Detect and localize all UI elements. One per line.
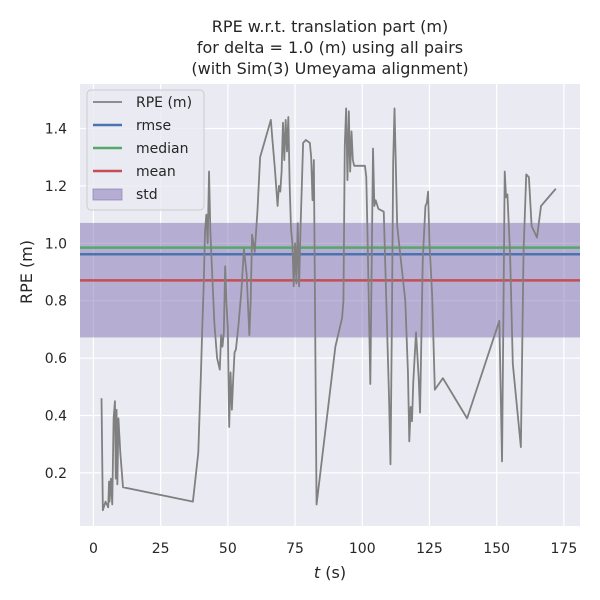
title-line-3: (with Sim(3) Umeyama alignment) xyxy=(191,59,468,78)
legend-label-median: median xyxy=(136,141,188,157)
y-tick-label: 1.2 xyxy=(45,179,67,195)
y-tick-label: 1.0 xyxy=(45,236,67,252)
y-tick-label: 0.4 xyxy=(45,409,67,425)
y-tick-label: 0.8 xyxy=(45,294,67,310)
legend-box xyxy=(86,89,205,211)
series-layer xyxy=(100,107,557,512)
legend-label-rpe: RPE (m) xyxy=(136,95,192,111)
legend-label-mean: mean xyxy=(136,164,176,180)
legend-label-std: std xyxy=(136,187,158,203)
x-tick-label: 150 xyxy=(483,541,510,557)
legend: RPE (m) rmse median mean std xyxy=(86,89,205,211)
y-tick-label: 0.2 xyxy=(45,466,67,482)
grid-lines xyxy=(80,84,580,526)
y-axis-label: RPE (m) xyxy=(17,240,36,304)
x-tick-label: 25 xyxy=(152,541,170,557)
y-tick-label: 1.4 xyxy=(45,121,67,137)
y-tick-label: 0.6 xyxy=(45,351,67,367)
rpe-series-line xyxy=(100,107,557,512)
chart-title: RPE w.r.t. translation part (m) for delt… xyxy=(191,17,468,78)
legend-swatch-std xyxy=(92,188,123,201)
x-tick-label: 125 xyxy=(416,541,443,557)
x-tick-label: 100 xyxy=(349,541,376,557)
legend-label-rmse: rmse xyxy=(136,118,171,134)
x-axis-label-symbol: t xyxy=(314,563,321,582)
x-tick-label: 0 xyxy=(89,541,98,557)
title-line-1: RPE w.r.t. translation part (m) xyxy=(212,17,448,36)
x-tick-label: 175 xyxy=(551,541,578,557)
x-axis-label-unit: (s) xyxy=(320,563,346,582)
title-line-2: for delta = 1.0 (m) using all pairs xyxy=(197,38,463,57)
x-tick-label: 50 xyxy=(219,541,237,557)
tick-labels: 0 25 50 75 100 125 150 175 0.2 0.4 0.6 0.8 1.0 1.2 1.4 xyxy=(45,121,578,557)
x-tick-label: 75 xyxy=(286,541,304,557)
x-axis-label: t (s) xyxy=(314,563,346,582)
stat-lines xyxy=(80,246,580,282)
